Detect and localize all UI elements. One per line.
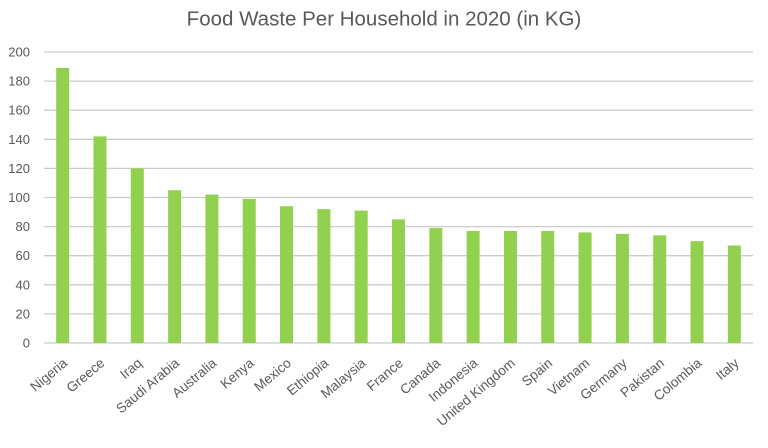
svg-text:160: 160 [8,103,30,118]
svg-text:140: 140 [8,132,30,147]
svg-text:60: 60 [16,248,30,263]
svg-text:0: 0 [23,336,30,351]
svg-text:200: 200 [8,45,30,60]
svg-text:Food Waste Per Household in 20: Food Waste Per Household in 2020 (in KG) [187,8,582,31]
svg-text:40: 40 [16,277,30,292]
svg-text:180: 180 [8,74,30,89]
svg-text:100: 100 [8,190,30,205]
svg-text:120: 120 [8,161,30,176]
svg-text:80: 80 [16,219,30,234]
svg-text:20: 20 [16,306,30,321]
